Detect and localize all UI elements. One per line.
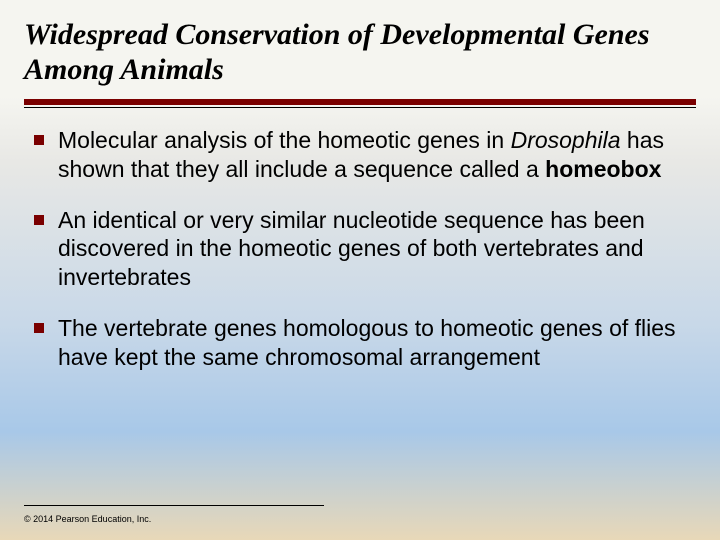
bullet-bold: homeobox bbox=[545, 156, 661, 182]
title-rule-thin bbox=[24, 107, 696, 108]
bullet-text: Molecular analysis of the homeotic genes… bbox=[58, 127, 511, 153]
bullet-text: The vertebrate genes homologous to homeo… bbox=[58, 315, 676, 370]
bullet-item: An identical or very similar nucleotide … bbox=[30, 206, 696, 292]
bullet-item: Molecular analysis of the homeotic genes… bbox=[30, 126, 696, 184]
slide-container: Widespread Conservation of Developmental… bbox=[0, 0, 720, 540]
bullet-italic: Drosophila bbox=[511, 127, 621, 153]
bullet-list: Molecular analysis of the homeotic genes… bbox=[24, 126, 696, 371]
title-rule-thick bbox=[24, 99, 696, 105]
slide-title: Widespread Conservation of Developmental… bbox=[24, 18, 696, 87]
bullet-text: An identical or very similar nucleotide … bbox=[58, 207, 645, 291]
bullet-item: The vertebrate genes homologous to homeo… bbox=[30, 314, 696, 372]
copyright-text: © 2014 Pearson Education, Inc. bbox=[24, 514, 151, 524]
footer-rule bbox=[24, 505, 324, 506]
